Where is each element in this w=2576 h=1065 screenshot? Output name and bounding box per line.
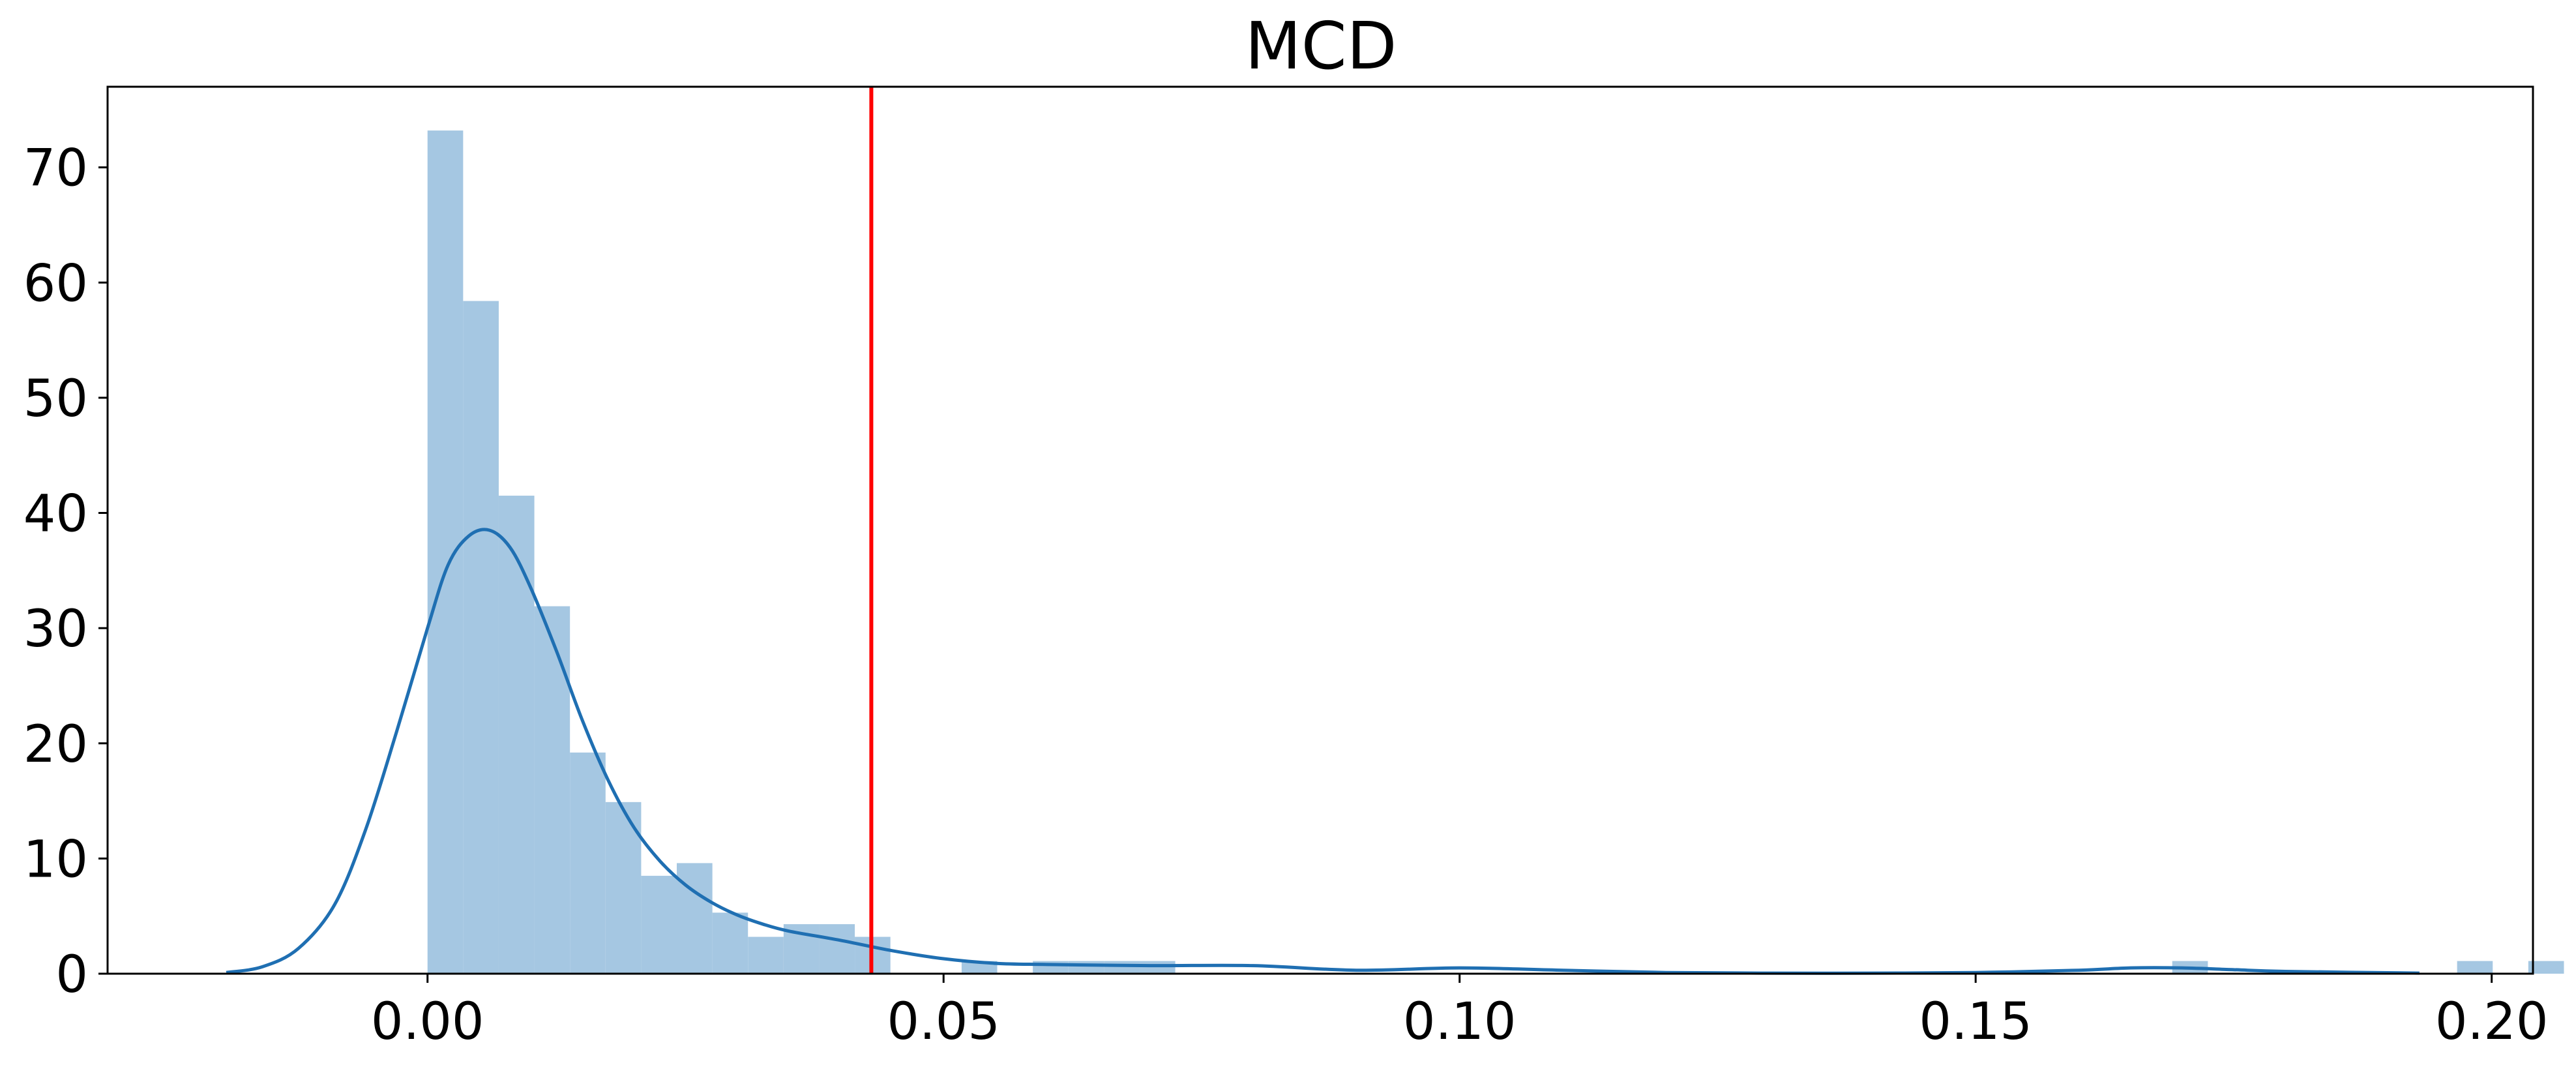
plot-frame: [106, 85, 2534, 975]
histogram-bar: [819, 924, 855, 974]
y-tick-label: 40: [23, 485, 88, 544]
histogram-bar: [427, 130, 464, 974]
y-tick-label: 70: [23, 140, 88, 198]
y-tick-label: 20: [23, 715, 88, 774]
histogram-bar: [2528, 961, 2564, 974]
y-tick-label: 0: [55, 946, 88, 1004]
y-axis-ticks: 0 10 20 30 40 50 60 70: [23, 140, 108, 1004]
histogram-bar: [1104, 961, 1140, 974]
histogram-bar: [712, 912, 748, 974]
histogram-bar: [641, 875, 677, 974]
histogram-bar: [677, 863, 713, 974]
histogram-bar: [498, 496, 535, 974]
x-tick-label: 0.00: [371, 993, 484, 1051]
histogram-bar: [1139, 961, 1176, 974]
axes: [106, 85, 2534, 975]
histogram-bars: [427, 130, 2564, 974]
x-tick-label: 0.05: [887, 993, 1000, 1051]
x-tick-label: 0.20: [2435, 993, 2549, 1051]
y-tick-label: 60: [23, 254, 88, 313]
chart-title: MCD: [1245, 8, 1397, 84]
histogram-bar: [2457, 961, 2493, 974]
histogram-bar: [1068, 961, 1104, 974]
x-tick-label: 0.10: [1403, 993, 1517, 1051]
x-axis-ticks: 0.00 0.05 0.10 0.15 0.20: [371, 974, 2549, 1051]
histogram-bar: [748, 937, 784, 974]
y-tick-label: 50: [23, 370, 88, 428]
y-tick-label: 30: [23, 600, 88, 659]
x-tick-label: 0.15: [1919, 993, 2032, 1051]
histogram-bar: [534, 606, 570, 974]
histogram-bar: [463, 301, 499, 974]
histogram-bar: [570, 752, 606, 974]
y-tick-label: 10: [23, 830, 88, 889]
